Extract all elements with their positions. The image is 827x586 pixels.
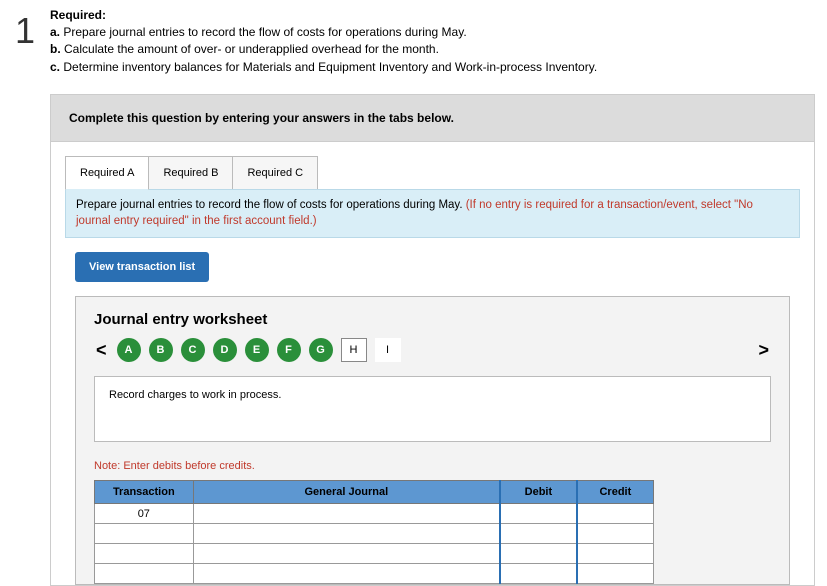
cell-debit[interactable] <box>500 564 577 584</box>
col-credit: Credit <box>577 481 654 504</box>
pager-step-a[interactable]: A <box>117 338 141 362</box>
entry-description: Record charges to work in process. <box>94 376 771 442</box>
cell-transaction-no: 07 <box>95 504 194 524</box>
cell-account[interactable] <box>193 524 500 544</box>
pager-step-b[interactable]: B <box>149 338 173 362</box>
journal-worksheet: Journal entry worksheet < A B C D E F G … <box>75 296 790 585</box>
cell-debit[interactable] <box>500 524 577 544</box>
cell-credit[interactable] <box>577 544 654 564</box>
cell-transaction-no <box>95 564 194 584</box>
tab-required-c[interactable]: Required C <box>232 156 318 190</box>
req-letter: a. <box>50 25 60 39</box>
req-letter: c. <box>50 60 60 74</box>
required-list: a. Prepare journal entries to record the… <box>50 24 815 76</box>
pager-next-icon[interactable]: > <box>756 340 771 361</box>
cell-credit[interactable] <box>577 524 654 544</box>
required-heading: Required: <box>50 8 815 22</box>
req-letter: b. <box>50 42 61 56</box>
debits-before-credits-note: Note: Enter debits before credits. <box>76 442 789 480</box>
col-transaction: Transaction <box>95 481 194 504</box>
table-row <box>95 564 654 584</box>
req-text: Calculate the amount of over- or underap… <box>64 42 439 56</box>
cell-account[interactable] <box>193 504 500 524</box>
pager-step-h[interactable]: H <box>341 338 367 362</box>
tab-required-b[interactable]: Required B <box>148 156 233 190</box>
journal-table-body: 07 <box>95 504 654 584</box>
pager: < A B C D E F G H I > <box>76 338 789 376</box>
cell-credit[interactable] <box>577 564 654 584</box>
col-general-journal: General Journal <box>193 481 500 504</box>
pager-step-c[interactable]: C <box>181 338 205 362</box>
journal-table: Transaction General Journal Debit Credit… <box>94 480 654 584</box>
tab-bar: Required A Required B Required C <box>65 156 814 190</box>
answer-panel: Complete this question by entering your … <box>50 94 815 586</box>
pager-step-i[interactable]: I <box>375 338 401 362</box>
cell-account[interactable] <box>193 544 500 564</box>
table-row <box>95 524 654 544</box>
question-number: 1 <box>0 8 50 586</box>
cell-account[interactable] <box>193 564 500 584</box>
pager-step-g[interactable]: G <box>309 338 333 362</box>
cell-transaction-no <box>95 544 194 564</box>
table-row: 07 <box>95 504 654 524</box>
panel-instruction: Complete this question by entering your … <box>51 95 814 142</box>
col-debit: Debit <box>500 481 577 504</box>
tab-required-a[interactable]: Required A <box>65 156 149 190</box>
pager-step-e[interactable]: E <box>245 338 269 362</box>
tab-instruction: Prepare journal entries to record the fl… <box>65 189 800 238</box>
pager-step-d[interactable]: D <box>213 338 237 362</box>
pager-step-f[interactable]: F <box>277 338 301 362</box>
view-transaction-list-button[interactable]: View transaction list <box>75 252 209 282</box>
req-text: Determine inventory balances for Materia… <box>63 60 597 74</box>
cell-credit[interactable] <box>577 504 654 524</box>
cell-debit[interactable] <box>500 544 577 564</box>
cell-debit[interactable] <box>500 504 577 524</box>
worksheet-title: Journal entry worksheet <box>76 297 789 338</box>
cell-transaction-no <box>95 524 194 544</box>
table-row <box>95 544 654 564</box>
pager-prev-icon[interactable]: < <box>94 340 109 361</box>
instruction-text: Prepare journal entries to record the fl… <box>76 199 466 211</box>
req-text: Prepare journal entries to record the fl… <box>63 25 466 39</box>
